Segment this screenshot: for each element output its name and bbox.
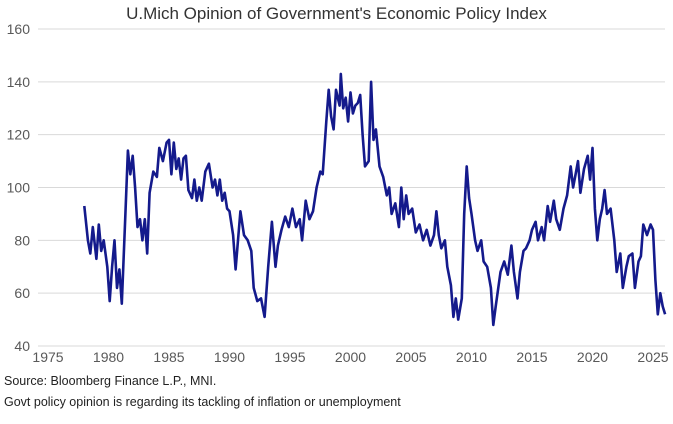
y-tick-label: 140 bbox=[7, 74, 31, 90]
series-line bbox=[83, 72, 667, 327]
y-tick-label: 160 bbox=[7, 21, 31, 37]
y-tick-label: 80 bbox=[14, 232, 30, 248]
x-tick-label: 2020 bbox=[577, 349, 608, 365]
x-tick-label: 1990 bbox=[214, 349, 245, 365]
x-tick-label: 2010 bbox=[456, 349, 487, 365]
x-tick-label: 2015 bbox=[516, 349, 547, 365]
y-tick-label: 100 bbox=[7, 180, 31, 196]
x-tick-label: 1985 bbox=[153, 349, 184, 365]
y-tick-label: 40 bbox=[14, 338, 30, 354]
source-note: Source: Bloomberg Finance L.P., MNI. bbox=[4, 374, 217, 388]
x-tick-label: 1980 bbox=[93, 349, 124, 365]
y-tick-label: 120 bbox=[7, 127, 31, 143]
x-tick-label: 2025 bbox=[637, 349, 668, 365]
x-tick-label: 2005 bbox=[395, 349, 426, 365]
footnote: Govt policy opinion is regarding its tac… bbox=[4, 395, 401, 409]
x-tick-label: 2000 bbox=[335, 349, 366, 365]
x-tick-label: 1995 bbox=[274, 349, 305, 365]
chart-title: U.Mich Opinion of Government's Economic … bbox=[126, 4, 547, 23]
x-tick-label: 1975 bbox=[32, 349, 63, 365]
y-tick-label: 60 bbox=[14, 285, 30, 301]
